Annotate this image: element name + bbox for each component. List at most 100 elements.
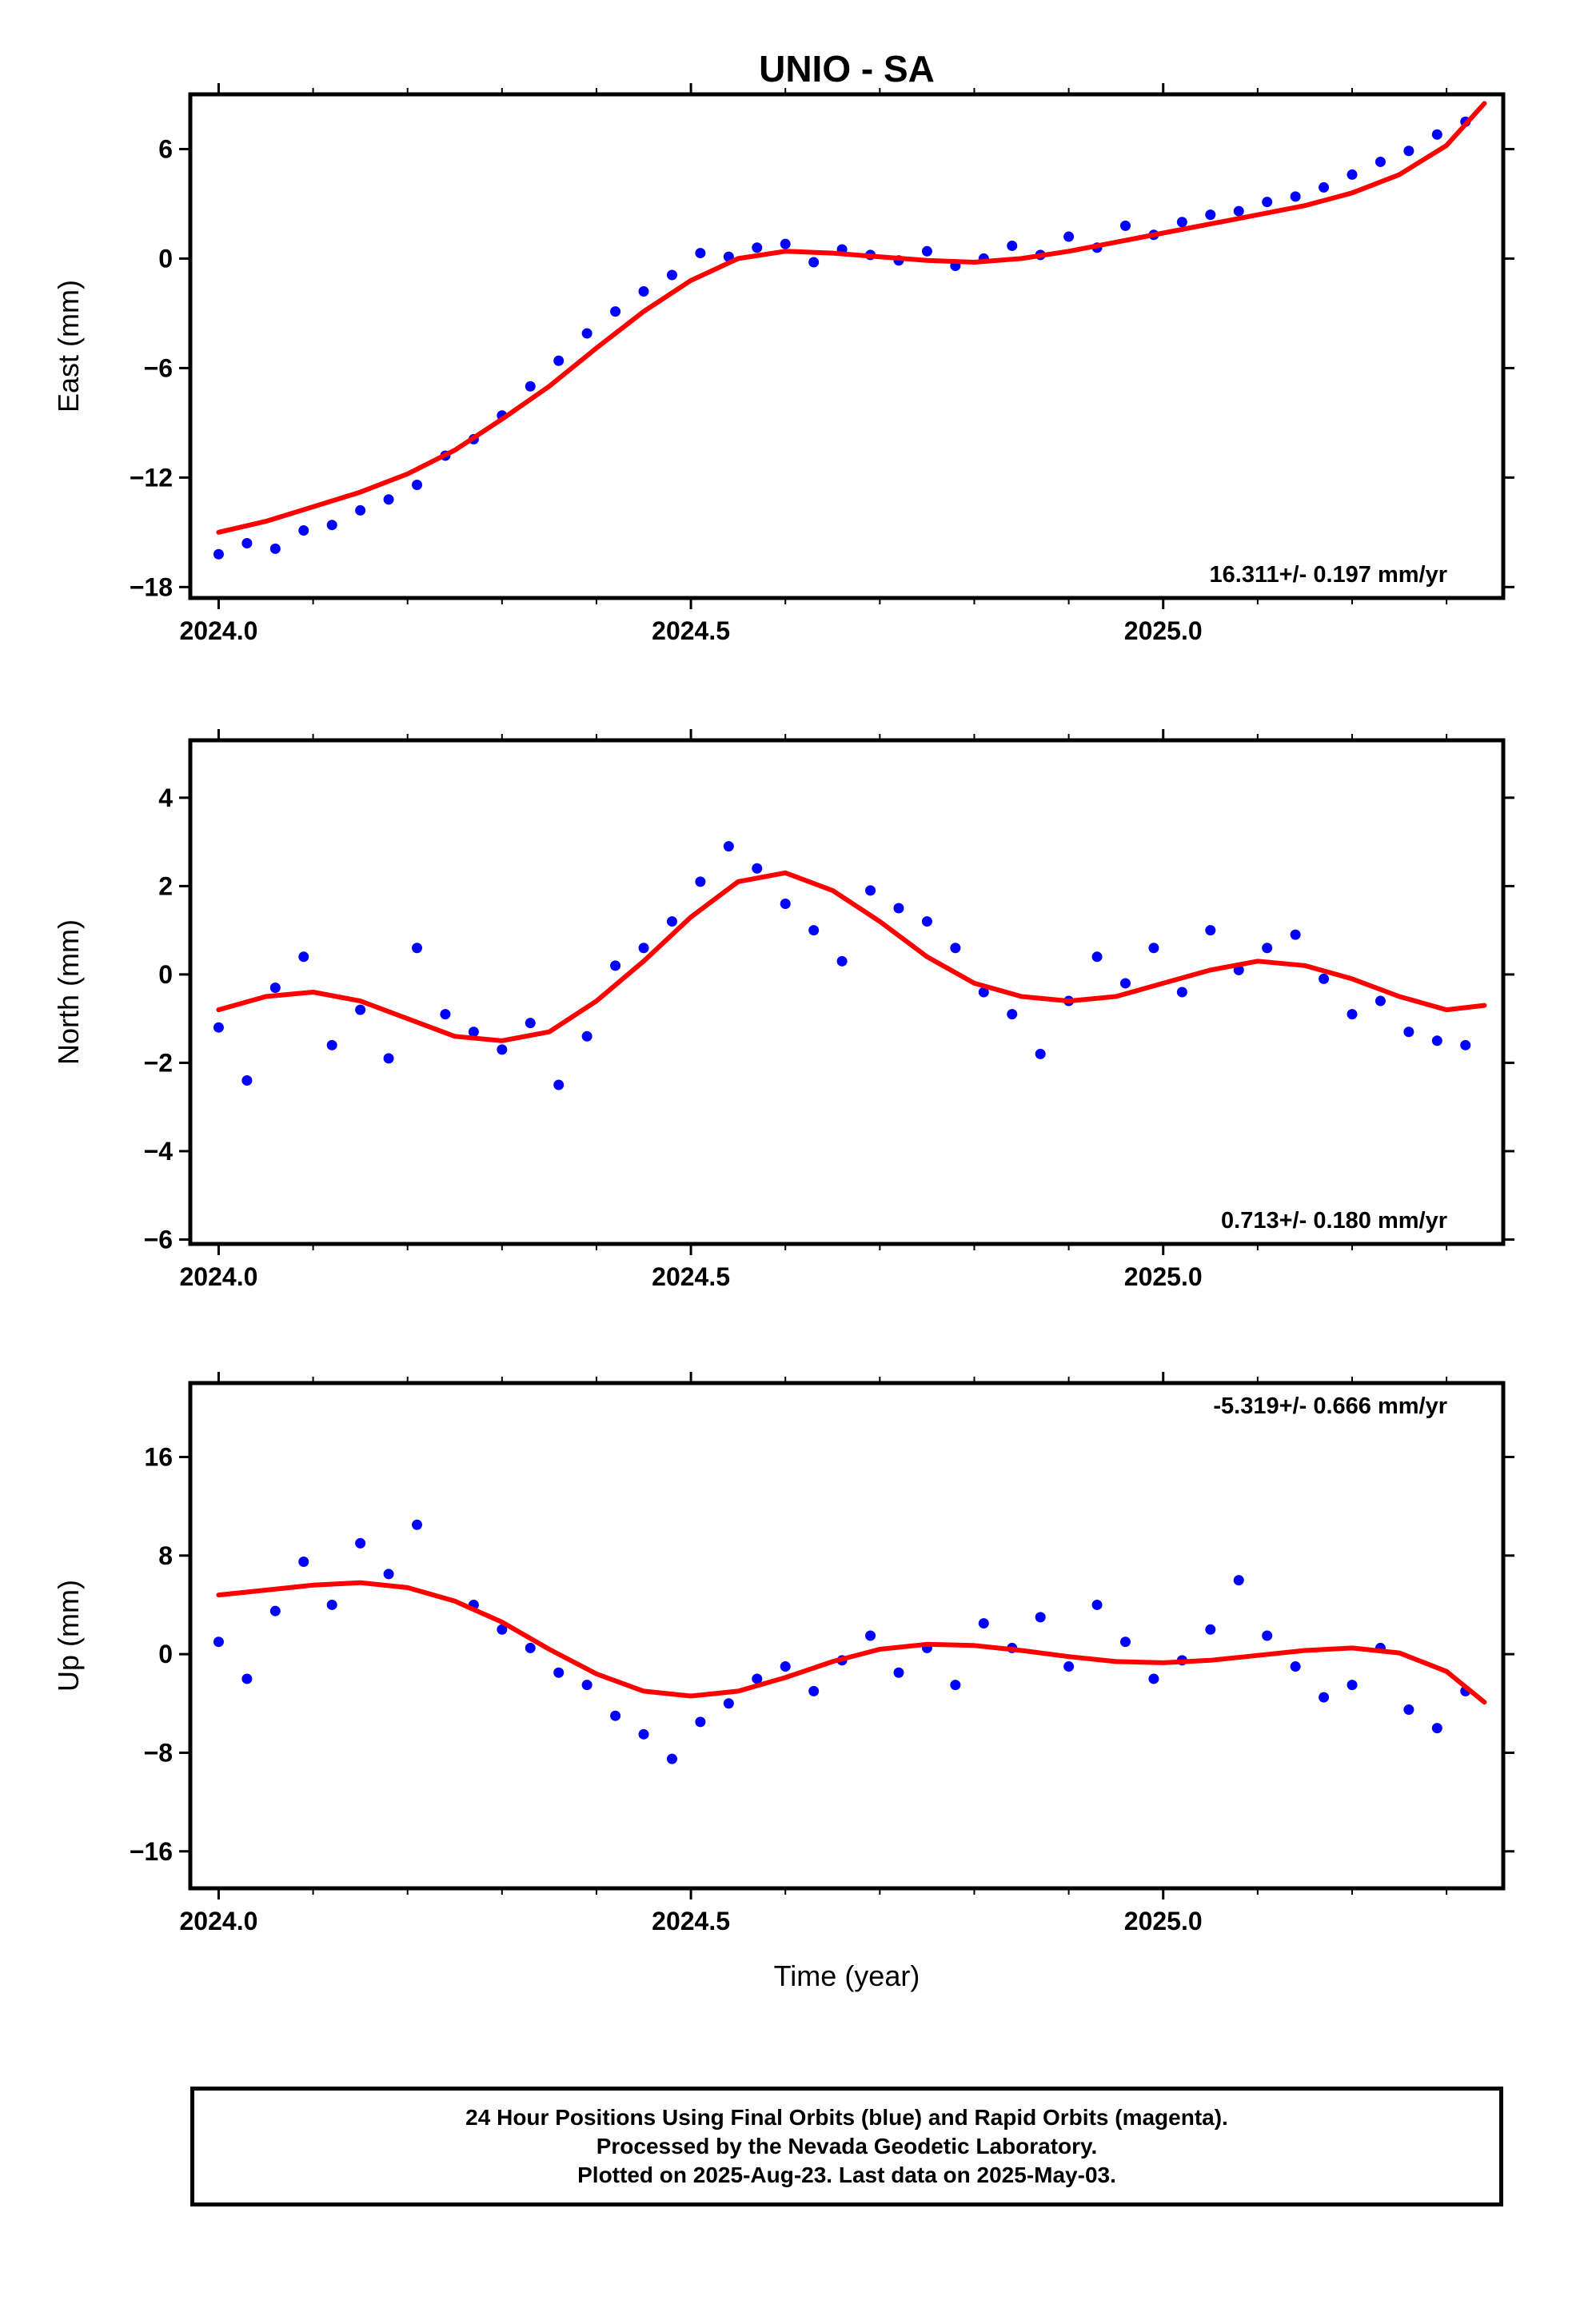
east-data-point [1290,191,1301,202]
up-x-tick-label: 2024.5 [652,1907,730,1935]
east-data-point [525,381,536,392]
up-y-axis-title: Up (mm) [52,1580,85,1692]
up-y-tick-label: 16 [144,1442,173,1471]
up-plot-frame [188,1381,1506,1891]
north-x-tick-label: 2025.0 [1124,1262,1203,1291]
east-data-point [213,548,224,560]
east-data-point [553,355,565,366]
up-data-point [383,1569,394,1580]
east-data-point [1063,231,1075,242]
north-data-point [950,943,961,954]
footer-caption-box: 24 Hour Positions Using Final Orbits (bl… [190,2087,1503,2206]
up-x-tick-label: 2025.0 [1124,1907,1203,1935]
north-x-tick-label: 2024.0 [180,1262,258,1291]
north-y-tick-label: 0 [158,960,173,989]
north-data-point [808,925,820,936]
up-x-axis-title: Time (year) [774,1959,920,1992]
up-data-point [497,1624,508,1635]
footer-line-2: Processed by the Nevada Geodetic Laborat… [596,2134,1098,2159]
east-y-tick-label: −12 [130,463,173,492]
up-data-point [1091,1599,1103,1610]
up-data-point [269,1605,281,1616]
north-data-point [780,898,791,909]
up-data-point [1262,1630,1273,1641]
east-data-point [383,494,394,505]
up-data-point [1233,1575,1244,1586]
north-rate-label: 0.713+/- 0.180 mm/yr [1221,1208,1447,1234]
north-y-tick-label: 2 [158,871,173,900]
east-data-point [1119,220,1131,231]
north-y-tick-label: −2 [144,1048,173,1077]
north-data-point [355,1004,366,1015]
north-data-point [1347,1009,1358,1020]
north-data-point [553,1079,565,1090]
up-data-point [610,1710,621,1721]
up-data-point [1347,1680,1358,1691]
up-data-point [752,1673,763,1684]
north-data-point [1176,987,1187,998]
east-data-point [355,504,366,516]
east-y-tick-label: 0 [158,244,173,273]
north-data-point [1290,929,1301,940]
east-data-point [695,248,706,259]
east-data-point [581,328,592,339]
up-data-point [525,1642,536,1653]
east-model-curve [216,101,1487,535]
up-data-point [978,1618,989,1629]
north-data-point [723,841,734,852]
east-data-point [610,306,621,317]
north-data-point [695,876,706,887]
east-data-point [298,525,309,536]
north-y-tick-label: −6 [144,1225,173,1254]
north-data-point [1262,943,1273,954]
up-data-point [581,1680,592,1691]
up-rate-label: -5.319+/- 0.666 mm/yr [1213,1393,1447,1419]
up-data-point [1431,1723,1442,1734]
up-y-tick-label: 8 [158,1541,173,1570]
east-data-point [1205,209,1216,221]
north-data-point [468,1026,479,1038]
north-data-point [638,943,649,954]
up-y-tick-label: −16 [130,1837,173,1866]
north-data-point [610,960,621,971]
up-data-point [326,1599,337,1610]
north-data-point [269,982,281,993]
footer-line-1: 24 Hour Positions Using Final Orbits (bl… [465,2105,1228,2130]
north-data-point [581,1030,592,1042]
north-plot-frame [188,738,1506,1246]
east-data-point [1319,181,1330,193]
east-panel: 2024.0 2024.5 2025.0 −18 −12 −6 0 6 East (mm) UNI… [52,48,1514,645]
east-data-point [1403,145,1414,157]
east-y-axis-title: East (mm) [52,280,85,413]
up-x-tick-label: 2024.0 [180,1907,258,1935]
east-data-point [808,257,820,268]
north-data-point [1375,995,1386,1007]
east-data-point [1176,217,1187,228]
north-data-point [1148,943,1159,954]
north-data-point [383,1053,394,1064]
up-data-point [638,1728,649,1740]
up-data-point [1035,1612,1046,1623]
east-data-point [1262,197,1273,208]
north-data-point [213,1022,224,1033]
north-y-tick-label: 4 [158,783,173,812]
north-data-layer [213,841,1487,1090]
north-x-tick-label: 2024.5 [652,1262,730,1291]
east-plot-frame [188,92,1506,600]
east-rate-label: 16.311+/- 0.197 mm/yr [1210,562,1447,588]
east-x-tick-label: 2024.5 [652,616,730,645]
north-data-point [1431,1035,1442,1046]
east-data-point [1007,240,1018,251]
up-data-point [355,1537,366,1549]
up-data-point [298,1557,309,1568]
north-data-point [241,1075,253,1086]
up-data-point [865,1630,876,1641]
north-data-point [921,916,932,927]
east-data-point [752,242,763,253]
east-data-point [241,538,253,549]
north-data-point [497,1044,508,1055]
north-data-point [1035,1048,1046,1059]
up-data-layer [213,1519,1487,1764]
up-data-point [695,1716,706,1728]
